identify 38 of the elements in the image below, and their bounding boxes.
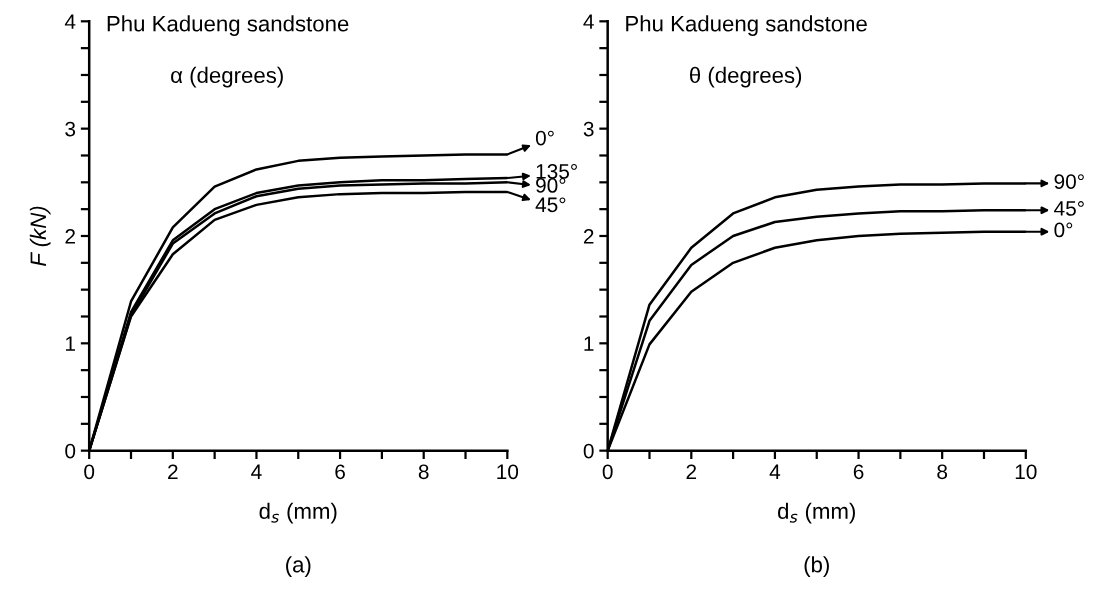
chart-title: Phu Kadueng sandstone: [626, 15, 867, 36]
x-tick-label: 8: [418, 464, 429, 480]
y-axis-title: F (kN): [29, 206, 51, 266]
y-tick-label: 4: [583, 14, 594, 29]
x-tick-label: 2: [168, 464, 178, 479]
x-tick-label: 4: [251, 464, 262, 479]
x-tick-label: 2: [686, 464, 697, 479]
y-tick-label: 3: [583, 121, 594, 137]
x-tick-label: 4: [769, 464, 781, 479]
legend-label: 0°: [535, 130, 554, 146]
x-tick-label: 10: [497, 464, 519, 480]
x-axis-title: d$_{s}$ (mm): [259, 502, 337, 524]
y-tick-label: 2: [583, 228, 594, 244]
text: (a): [286, 556, 311, 577]
legend-label: 45°: [1054, 201, 1084, 216]
y-tick-label: 2: [65, 228, 75, 244]
legend-title: α (degrees): [171, 66, 283, 88]
y-tick-label: 4: [64, 14, 76, 29]
legend-title: θ (degrees): [689, 66, 802, 88]
x-tick-label: 6: [335, 464, 345, 480]
legend-label: 0°: [1054, 222, 1073, 238]
x-tick-label: 8: [937, 464, 948, 480]
y-tick-label: 1: [584, 336, 594, 351]
x-tick-label: 6: [853, 464, 864, 480]
legend-label: 90°: [536, 178, 566, 193]
text: (b): [804, 556, 829, 577]
y-tick-label: 3: [65, 121, 76, 137]
x-tick-label: 0: [602, 464, 613, 480]
series-label: 45°: [535, 197, 566, 213]
x-tick-label: 10: [1015, 464, 1037, 480]
y-tick-label: 0: [65, 443, 76, 459]
y-tick-label: 0: [583, 443, 594, 459]
y-tick-label: 1: [66, 336, 75, 351]
legend-label: 135°: [536, 164, 577, 179]
x-tick-label: 0: [84, 464, 95, 480]
legend-label: 90°: [1054, 174, 1084, 189]
x-axis-title: d$_{s}$ (mm): [778, 502, 855, 524]
chart-title: Phu Kadueng sandstone: [107, 15, 349, 36]
